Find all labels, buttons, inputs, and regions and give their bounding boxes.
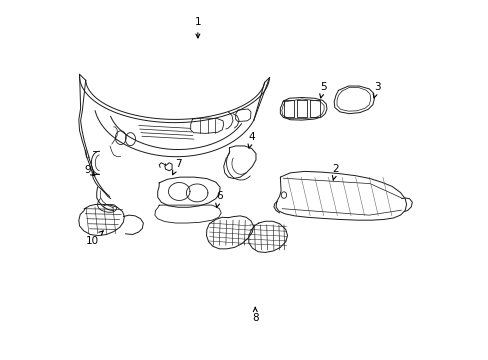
- Text: 2: 2: [332, 164, 339, 180]
- Text: 9: 9: [84, 165, 95, 176]
- Text: 3: 3: [372, 82, 380, 98]
- Text: 7: 7: [172, 159, 181, 175]
- Text: 4: 4: [247, 132, 254, 148]
- Text: 6: 6: [215, 191, 222, 207]
- Text: 1: 1: [194, 17, 201, 38]
- Text: 10: 10: [85, 231, 103, 246]
- Text: 5: 5: [319, 82, 326, 98]
- Text: 8: 8: [251, 307, 258, 323]
